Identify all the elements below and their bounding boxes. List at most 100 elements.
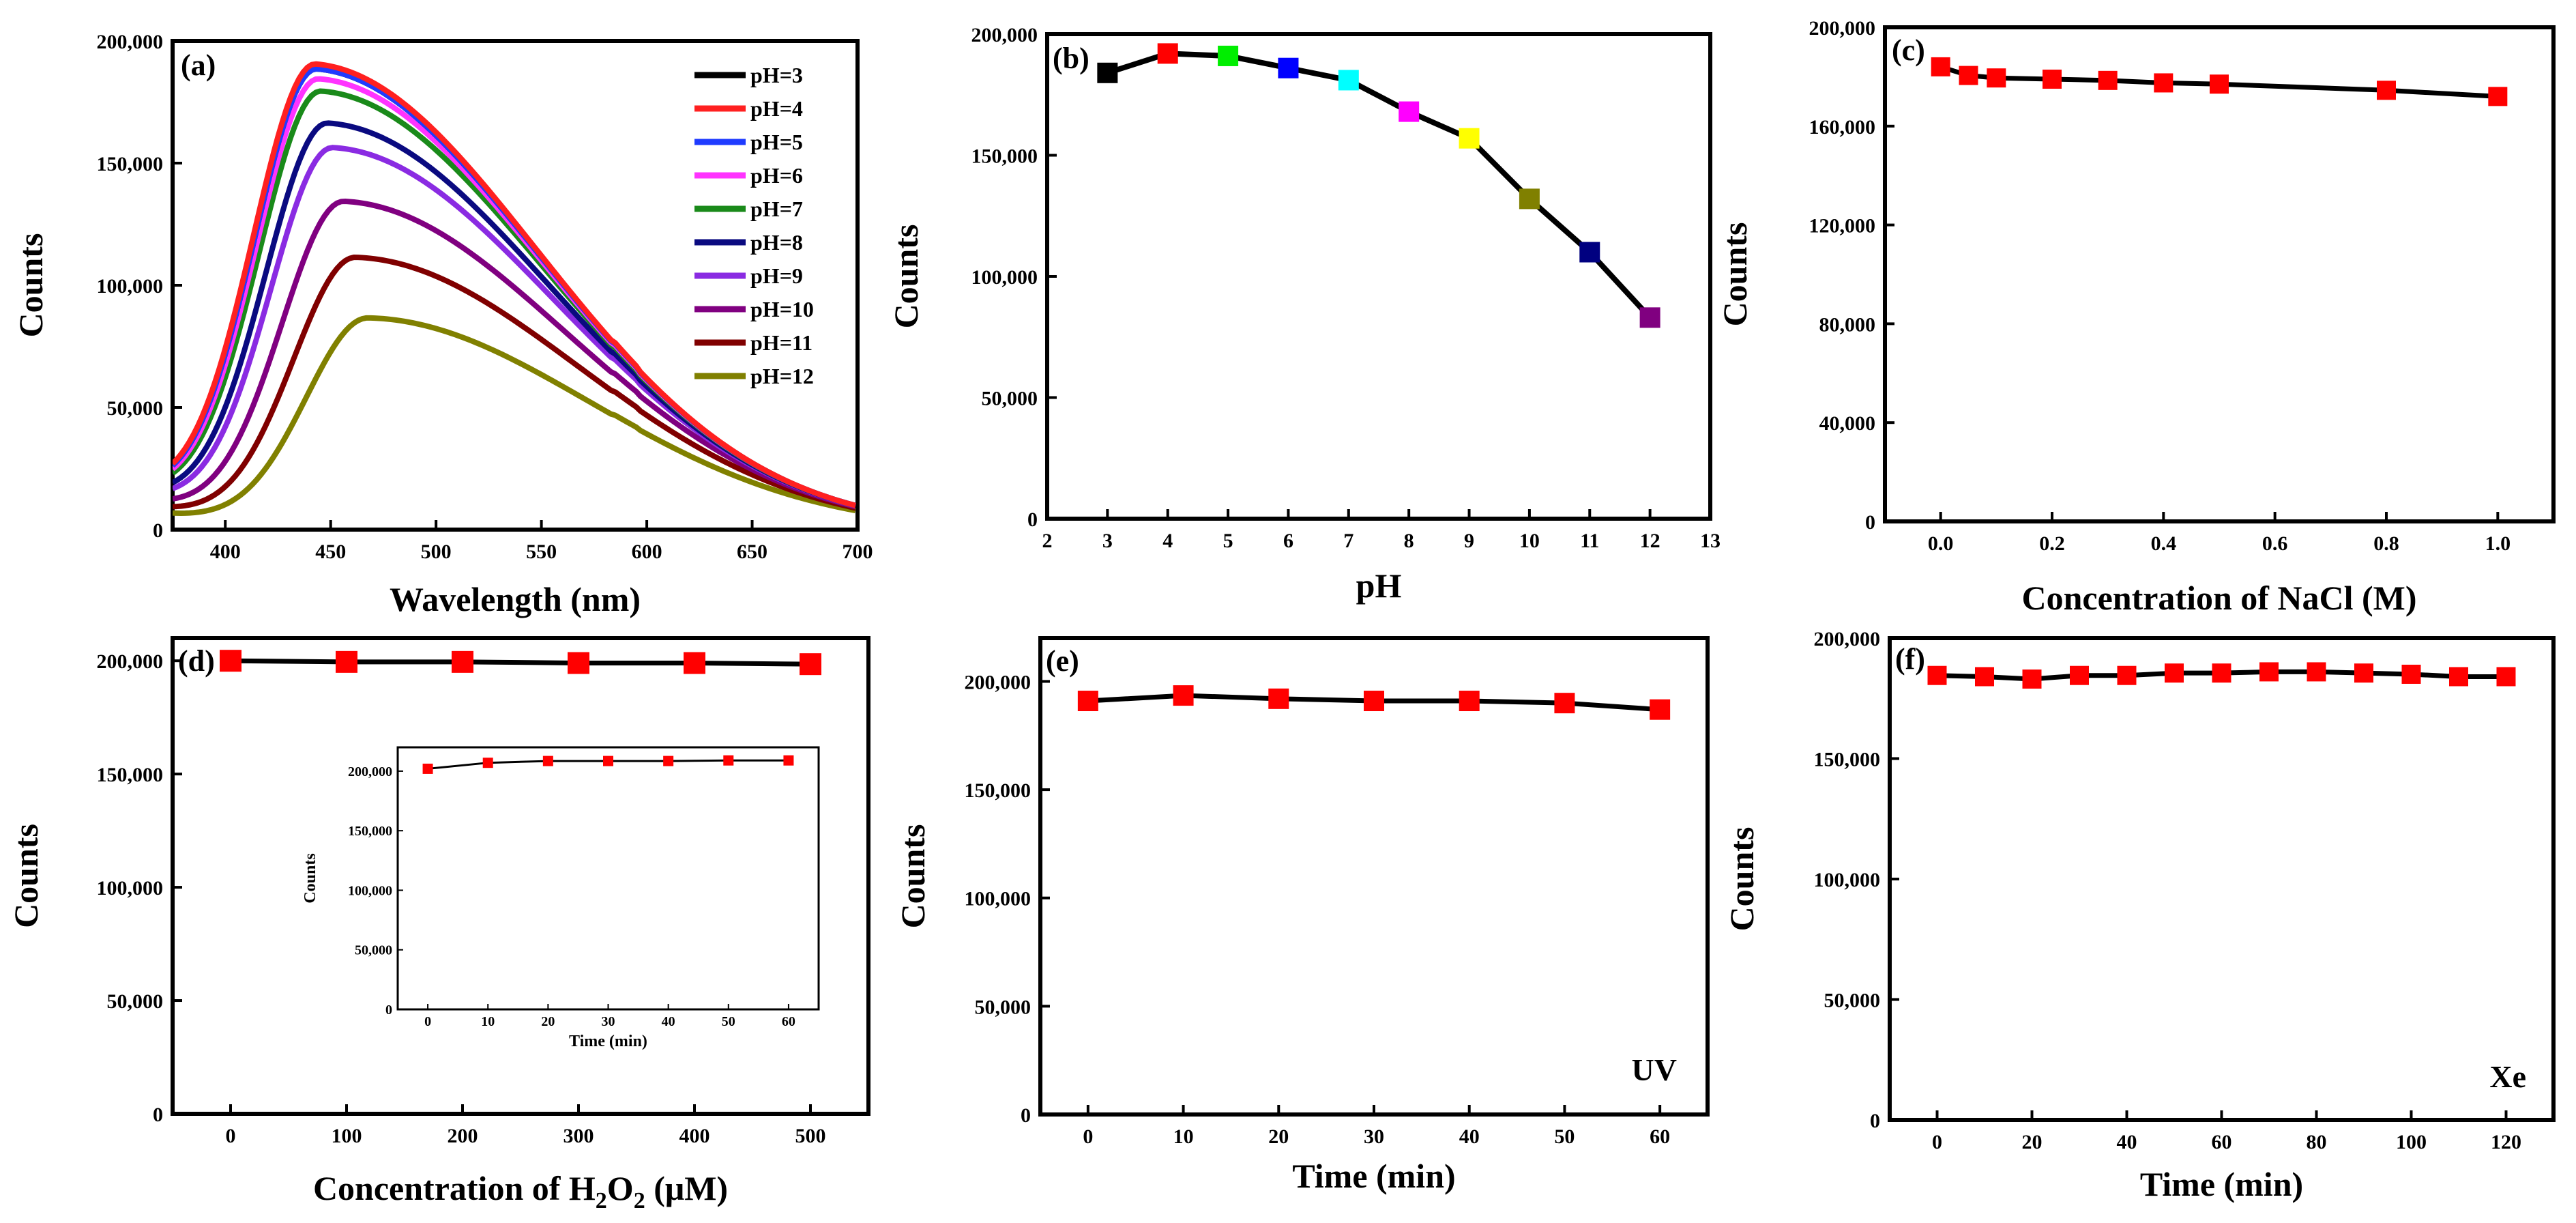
data-point xyxy=(2496,667,2516,687)
inset-bg xyxy=(398,747,819,1009)
x-tick-label: 10 xyxy=(1173,1125,1194,1148)
x-tick-label: 450 xyxy=(315,541,346,563)
x-tick-label: 50 xyxy=(1554,1125,1575,1148)
data-point xyxy=(2377,81,2396,100)
panel-label: (d) xyxy=(178,644,215,678)
legend-label: pH=7 xyxy=(750,197,803,221)
legend-label: pH=11 xyxy=(750,330,813,355)
panel-label: (c) xyxy=(1892,33,1925,67)
axes-frame xyxy=(1883,25,2556,523)
x-axis-label: Time (min) xyxy=(1292,1157,1455,1195)
inset-y-axis-label: Counts xyxy=(302,853,319,903)
y-tick-label: 100,000 xyxy=(97,877,164,900)
legend-label: pH=9 xyxy=(750,263,803,288)
x-tick-label: 80 xyxy=(2307,1131,2327,1153)
data-point xyxy=(800,653,821,676)
y-axis-label: Counts xyxy=(887,225,925,329)
x-tick-label: 60 xyxy=(2212,1131,2232,1153)
y-axis-label: Counts xyxy=(7,824,45,928)
panel-d: 0 100 200 300 400 500050,000100,000150,000200… xyxy=(7,636,870,1213)
y-tick-label: 100,000 xyxy=(97,275,164,298)
y-tick-label: 100,000 xyxy=(971,266,1038,289)
x-tick-label: 500 xyxy=(421,541,452,563)
x-axis-label: pH xyxy=(1356,566,1402,605)
y-tick-label: 0 xyxy=(153,1104,163,1126)
inset-x-axis-label: Time (min) xyxy=(569,1033,647,1050)
y-tick-label: 150,000 xyxy=(971,145,1038,168)
data-point xyxy=(2098,70,2118,90)
series-line-pH=12 xyxy=(173,315,856,516)
y-tick-label: 0 xyxy=(1027,508,1038,531)
x-tick-label: 200 xyxy=(448,1125,478,1147)
x-tick-label: 40 xyxy=(662,1014,675,1029)
data-point xyxy=(2117,665,2137,685)
x-tick-label: 12 xyxy=(1640,530,1660,552)
series-line-pH=10 xyxy=(173,199,856,510)
annotation-xe: Xe xyxy=(2489,1059,2526,1094)
y-tick-label: 200,000 xyxy=(965,671,1031,693)
data-point xyxy=(783,755,794,766)
data-point xyxy=(2307,662,2326,682)
data-point xyxy=(1278,57,1299,78)
data-point xyxy=(542,756,553,766)
data-point xyxy=(1338,70,1359,91)
x-tick-label: 30 xyxy=(1364,1125,1384,1148)
y-tick-label: 150,000 xyxy=(97,764,164,786)
data-point xyxy=(2043,70,2062,89)
x-tick-label: 9 xyxy=(1464,530,1474,552)
x-tick-label: 0.2 xyxy=(2039,532,2065,555)
y-tick-label: 100,000 xyxy=(965,888,1031,910)
panel-label: (b) xyxy=(1053,42,1089,75)
legend-label: pH=10 xyxy=(750,297,814,321)
x-tick-label: 0.6 xyxy=(2262,532,2288,555)
legend-label: pH=3 xyxy=(750,63,803,87)
legend-label: pH=12 xyxy=(750,364,814,388)
x-tick-label: 5 xyxy=(1223,530,1233,552)
data-point xyxy=(1157,43,1178,64)
y-tick-label: 200,000 xyxy=(1809,17,1876,40)
data-point xyxy=(1639,307,1660,328)
data-point xyxy=(1097,62,1118,83)
y-tick-label: 200,000 xyxy=(97,31,164,53)
data-point xyxy=(336,650,357,673)
y-axis-label: Counts xyxy=(1723,827,1761,932)
x-tick-label: 6 xyxy=(1283,530,1293,552)
data-point xyxy=(2449,667,2468,687)
data-point xyxy=(1218,45,1239,66)
data-point xyxy=(568,652,589,674)
series-line-pH=4 xyxy=(173,61,856,508)
x-tick-label: 2 xyxy=(1042,530,1053,552)
x-tick-label: 0 xyxy=(424,1014,431,1029)
x-tick-label: 7 xyxy=(1343,530,1353,552)
y-tick-label: 200,000 xyxy=(97,650,164,673)
data-point xyxy=(1650,699,1671,720)
x-axis-label: Concentration of NaCl (M) xyxy=(2021,579,2416,617)
data-point xyxy=(1554,693,1575,714)
data-point xyxy=(1268,688,1289,709)
data-point xyxy=(1579,242,1600,263)
annotation-uv: UV xyxy=(1632,1052,1677,1087)
x-tick-label: 20 xyxy=(1268,1125,1289,1148)
x-tick-label: 40 xyxy=(1459,1125,1480,1148)
x-tick-label: 30 xyxy=(602,1014,615,1029)
y-tick-label: 200,000 xyxy=(971,24,1038,46)
y-tick-label: 0 xyxy=(153,519,163,542)
panel-label: (a) xyxy=(181,48,216,82)
panel-label: (e) xyxy=(1046,644,1079,678)
y-tick-label: 0 xyxy=(1865,511,1875,534)
data-point xyxy=(1364,691,1384,712)
y-tick-label: 150,000 xyxy=(348,824,392,839)
y-tick-label: 200,000 xyxy=(348,764,392,779)
data-point xyxy=(1931,57,1950,76)
data-point xyxy=(422,763,433,774)
panel-b: 2 3 4 5 6 7 8 9 10 11 12 13 0 50,000 100,000 150,000 200… xyxy=(887,24,1721,605)
y-axis-label: Counts xyxy=(894,824,932,929)
data-point xyxy=(2259,662,2279,682)
y-tick-label: 200,000 xyxy=(1814,628,1881,650)
data-point xyxy=(1459,128,1480,149)
axes-frame xyxy=(171,636,870,1116)
panel-a: 400 450 500 550 600 650 700 0 50,000 100,000 150,0… xyxy=(12,31,873,618)
data-point xyxy=(663,756,674,766)
x-tick-label: 50 xyxy=(722,1014,735,1029)
y-tick-label: 0 xyxy=(1021,1104,1031,1127)
